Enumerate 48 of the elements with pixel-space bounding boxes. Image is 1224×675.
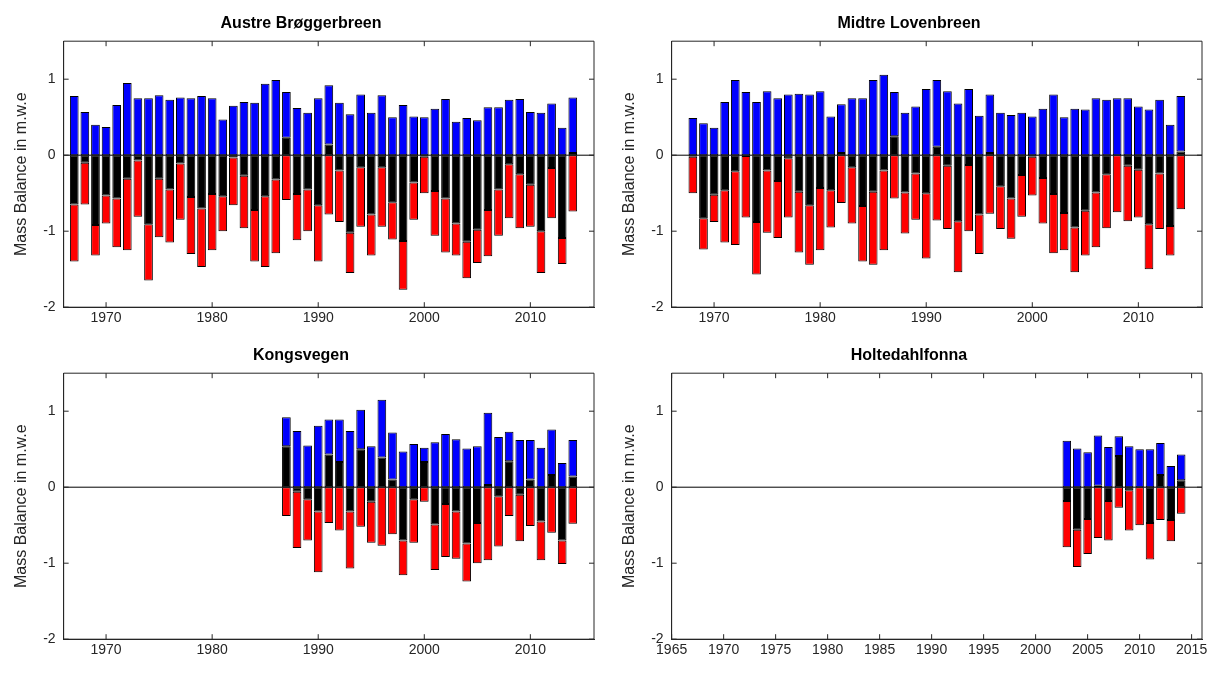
x-tick-label: 1980	[196, 309, 228, 326]
y-tick-label: -1	[651, 222, 664, 239]
x-tick-label: 2010	[1124, 641, 1156, 658]
chart-title: Midtre Lovenbreen	[837, 14, 981, 32]
x-tick-label: 1990	[910, 309, 942, 326]
chart-title: Austre Brøggerbreen	[220, 14, 382, 32]
y-tick-label: 1	[47, 402, 56, 419]
y-axis-title: Mass Balance in m.w.e	[620, 92, 638, 257]
y-tick-label: -2	[43, 630, 56, 647]
y-axis-title: Mass Balance in m.w.e	[12, 424, 30, 589]
y-tick-label: 0	[655, 478, 664, 495]
y-tick-label: 0	[47, 146, 56, 163]
y-tick-label: 0	[655, 146, 664, 163]
y-tick-label: 0	[47, 478, 56, 495]
x-tick-label: 2015	[1176, 641, 1208, 658]
x-tick-label: 1990	[302, 641, 334, 658]
chart-title: Holtedahlfonna	[850, 346, 968, 364]
chart-title: Kongsvegen	[252, 346, 350, 364]
y-axis-title: Mass Balance in m.w.e	[620, 424, 638, 589]
y-axis-title: Mass Balance in m.w.e	[12, 92, 30, 257]
y-tick-label: 1	[47, 70, 56, 87]
x-tick-label: 1980	[804, 309, 836, 326]
x-tick-label: 1980	[196, 641, 228, 658]
x-tick-label: 1995	[968, 641, 1000, 658]
x-tick-label: 1970	[90, 641, 122, 658]
x-tick-label: 2005	[1072, 641, 1104, 658]
x-tick-label: 1980	[812, 641, 844, 658]
x-tick-label: 1990	[302, 309, 334, 326]
x-tick-label: 2000	[1020, 641, 1052, 658]
x-tick-label: 1990	[916, 641, 948, 658]
y-tick-label: 1	[655, 402, 664, 419]
x-tick-label: 1985	[864, 641, 896, 658]
x-tick-label: 2010	[514, 641, 547, 658]
y-tick-label: -1	[651, 554, 664, 571]
y-tick-label: -1	[43, 222, 56, 239]
x-tick-label: 1975	[760, 641, 792, 658]
x-tick-label: 2000	[408, 309, 441, 326]
x-tick-label: 1970	[708, 641, 740, 658]
x-tick-label: 2000	[408, 641, 441, 658]
y-tick-label: 1	[655, 70, 664, 87]
y-tick-label: -2	[651, 298, 664, 315]
x-tick-label: 1970	[90, 309, 122, 326]
x-tick-label: 2010	[1122, 309, 1155, 326]
x-tick-label: 2010	[514, 309, 547, 326]
x-tick-label: 2000	[1016, 309, 1049, 326]
x-tick-label: 1970	[698, 309, 730, 326]
y-tick-label: -1	[43, 554, 56, 571]
y-tick-label: -2	[43, 298, 56, 315]
